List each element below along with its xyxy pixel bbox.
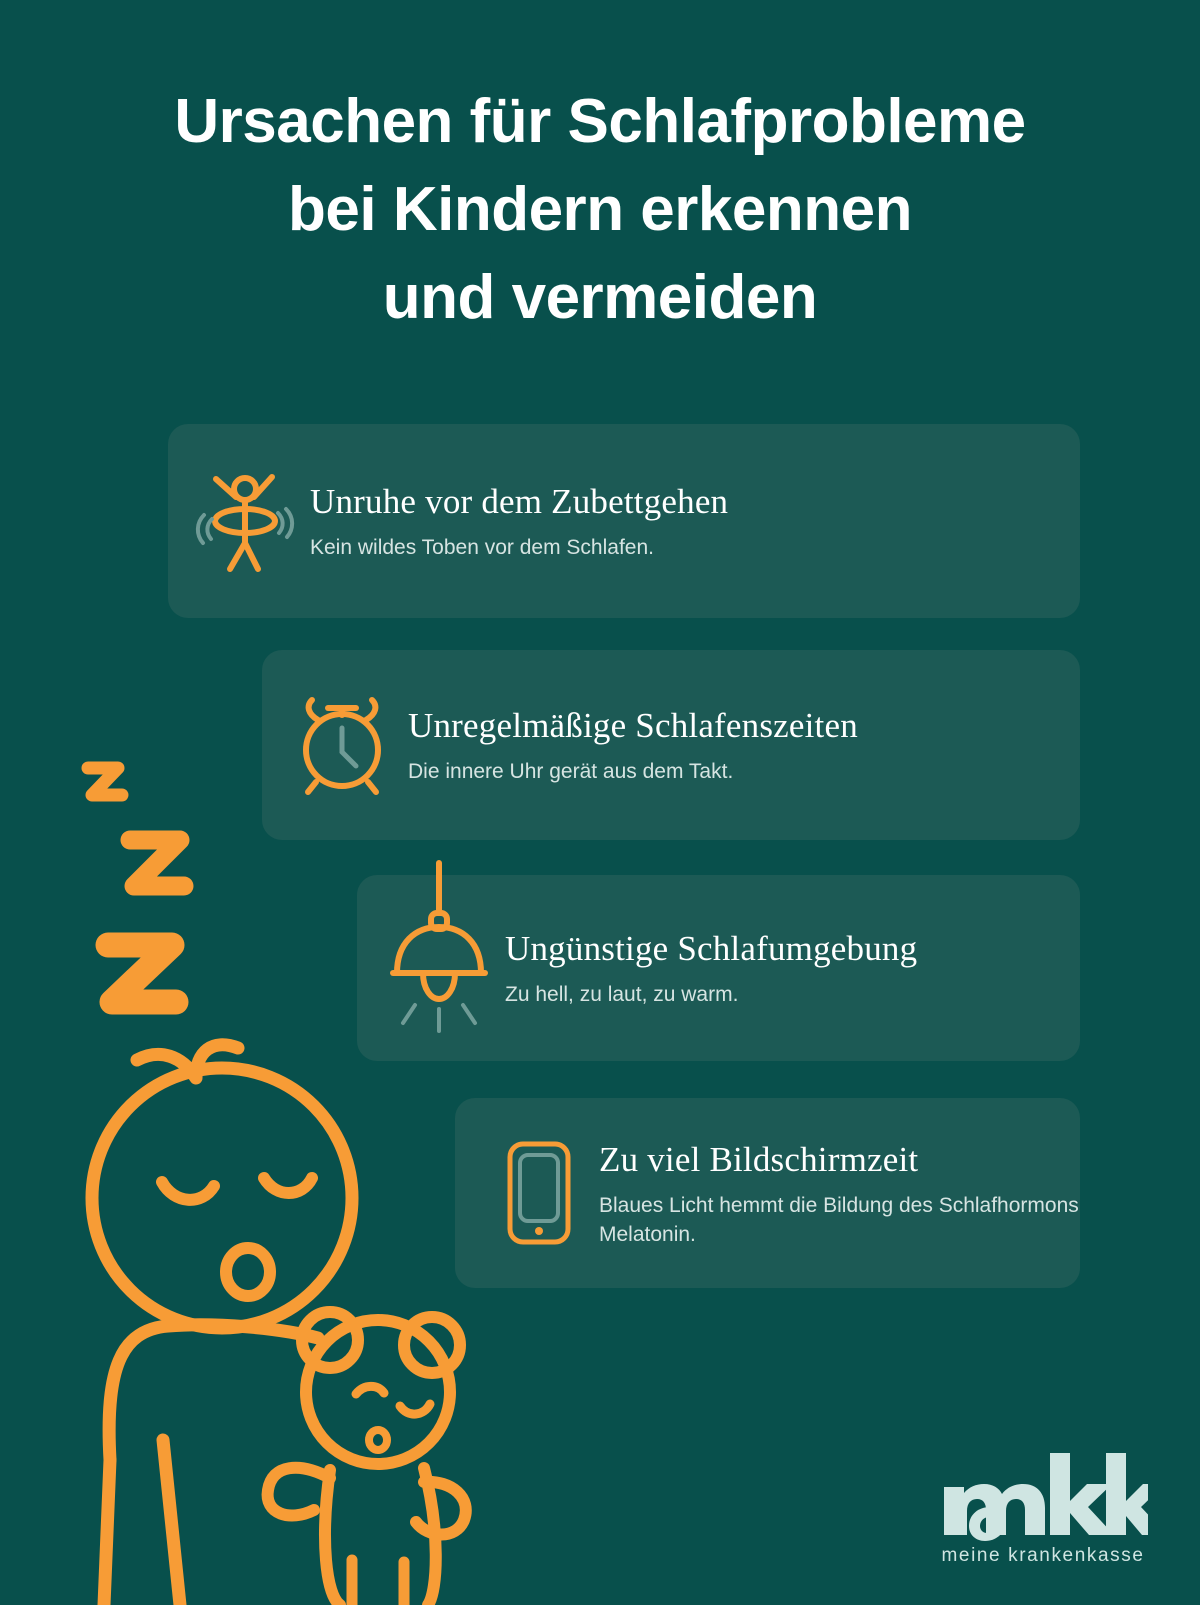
mkk-logo-mark bbox=[944, 1453, 1148, 1541]
card-text: Ungünstige Schlafumgebung Zu hell, zu la… bbox=[499, 927, 1080, 1009]
card-subtitle: Blaues Licht hemmt die Bildung des Schla… bbox=[599, 1193, 1079, 1246]
alarm-clock-icon bbox=[282, 680, 402, 810]
card-heading: Zu viel Bildschirmzeit bbox=[599, 1139, 919, 1179]
card-heading: Unregelmäßige Schlafenszeiten bbox=[408, 706, 858, 745]
card-heading: Unruhe vor dem Zubettgehen bbox=[310, 482, 729, 521]
title-line-1: Ursachen für Schlafprobleme bbox=[174, 87, 1026, 156]
smartphone-icon bbox=[485, 1128, 593, 1258]
card-zu-viel-bildschirmzeit[interactable]: Zu viel Bildschirmzeit Blaues Licht hemm… bbox=[455, 1098, 1080, 1288]
jumping-child-icon bbox=[186, 456, 304, 586]
card-unguenstige-schlafumgebung[interactable]: Ungünstige Schlafumgebung Zu hell, zu la… bbox=[357, 860, 1080, 1061]
pendant-lamp-icon bbox=[379, 860, 499, 1043]
page-title: Ursachen für Schlafprobleme bei Kindern … bbox=[0, 78, 1200, 342]
title-line-2: bei Kindern erkennen bbox=[288, 175, 912, 244]
card-subtitle: Zu hell, zu laut, zu warm. bbox=[505, 983, 739, 1006]
card-unregelmaessige-schlafenszeiten[interactable]: Unregelmäßige Schlafenszeiten Die innere… bbox=[262, 650, 1080, 840]
mkk-logo: meine krankenkasse bbox=[938, 1449, 1148, 1567]
card-unruhe-vor-dem-zubettgehen[interactable]: Unruhe vor dem Zubettgehen Kein wildes T… bbox=[168, 424, 1080, 618]
logo-tagline: meine krankenkasse bbox=[941, 1545, 1145, 1566]
card-text: Unruhe vor dem Zubettgehen Kein wildes T… bbox=[304, 480, 1080, 562]
card-subtitle: Kein wildes Toben vor dem Schlafen. bbox=[310, 536, 654, 559]
card-subtitle: Die innere Uhr gerät aus dem Takt. bbox=[408, 760, 734, 783]
card-text: Unregelmäßige Schlafenszeiten Die innere… bbox=[402, 704, 1080, 786]
title-line-3: und vermeiden bbox=[382, 263, 818, 332]
card-heading: Ungünstige Schlafumgebung bbox=[505, 929, 918, 968]
card-text: Zu viel Bildschirmzeit Blaues Licht hemm… bbox=[593, 1138, 1080, 1249]
